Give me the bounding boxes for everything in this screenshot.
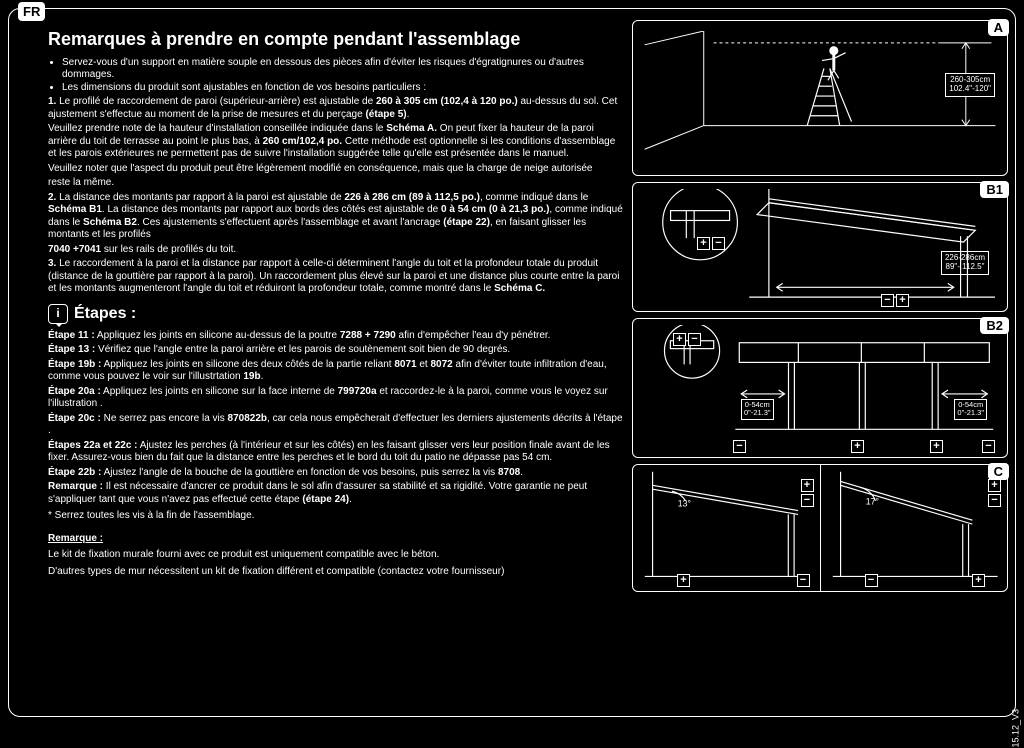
info-icon: i bbox=[48, 304, 68, 324]
plus-icon: + bbox=[972, 574, 985, 587]
diagram-label: B1 bbox=[980, 181, 1009, 198]
plus-icon: + bbox=[896, 294, 909, 307]
angle-label: 13° bbox=[678, 499, 691, 509]
minus-icon: − bbox=[797, 574, 810, 587]
plus-icon: + bbox=[801, 479, 814, 492]
minus-icon: − bbox=[881, 294, 894, 307]
minus-icon: − bbox=[865, 574, 878, 587]
plus-minus-row: − + bbox=[881, 294, 909, 307]
diagram-column: A bbox=[632, 20, 1008, 592]
plus-icon: + bbox=[673, 333, 686, 346]
body-para: reste la même. bbox=[48, 177, 623, 190]
footnote: * Serrez toutes les vis à la fin de l'as… bbox=[48, 510, 623, 523]
bullet: Les dimensions du produit sont ajustable… bbox=[62, 82, 623, 95]
plus-icon: + bbox=[677, 574, 690, 587]
plus-minus-row: + − bbox=[673, 333, 701, 346]
plus-minus-row: − bbox=[797, 574, 810, 587]
version-tag: 15.12_V3 bbox=[1011, 709, 1021, 748]
dimension-box: 0-54cm 0"-21.3" bbox=[954, 399, 987, 420]
diagram-label: C bbox=[988, 463, 1009, 480]
step-item: Étapes 22a et 22c : Ajustez les perches … bbox=[48, 440, 623, 465]
plus-minus-row: + − bbox=[697, 237, 725, 250]
plus-minus-row: + bbox=[930, 440, 943, 453]
remarque-line: Le kit de fixation murale fourni avec ce… bbox=[48, 549, 623, 562]
diagram-label: A bbox=[988, 19, 1009, 36]
plus-minus-row: − bbox=[982, 440, 995, 453]
steps-header: i Étapes : bbox=[48, 304, 623, 324]
diagram-c-right: 17° + − − + bbox=[821, 465, 1008, 591]
diagram-b1-svg bbox=[639, 189, 1001, 305]
plus-minus-row: + bbox=[851, 440, 864, 453]
plus-icon: + bbox=[988, 479, 1001, 492]
step-item: Étape 22b : Ajustez l'angle de la bouche… bbox=[48, 467, 623, 480]
minus-icon: − bbox=[688, 333, 701, 346]
minus-icon: − bbox=[733, 440, 746, 453]
plus-minus-row: + bbox=[677, 574, 690, 587]
diagram-b1: B1 bbox=[632, 182, 1008, 312]
body-para: Veuillez prendre note de la hauteur d'in… bbox=[48, 123, 623, 161]
body-para: 7040 +7041 sur les rails de profilés du … bbox=[48, 244, 623, 257]
plus-minus-row: − bbox=[865, 574, 878, 587]
plus-icon: + bbox=[851, 440, 864, 453]
remarque-line: D'autres types de mur nécessitent un kit… bbox=[48, 566, 623, 579]
step-item: Étape 20c : Ne serrez pas encore la vis … bbox=[48, 413, 623, 438]
text-content: Remarques à prendre en compte pendant l'… bbox=[48, 28, 623, 580]
remarque-box: Remarque : Le kit de fixation murale fou… bbox=[48, 533, 623, 579]
diagram-a-svg bbox=[643, 31, 997, 165]
body-para: 3. Le raccordement à la paroi et la dist… bbox=[48, 258, 623, 296]
body-para: 1. Le profilé de raccordement de paroi (… bbox=[48, 96, 623, 121]
diagram-label: B2 bbox=[980, 317, 1009, 334]
step-item: Étape 11 : Appliquez les joints en silic… bbox=[48, 330, 623, 343]
steps-title: Étapes : bbox=[74, 304, 136, 324]
body-para: 2. La distance des montants par rapport … bbox=[48, 192, 623, 242]
step-item: Étape 20a : Appliquez les joints en sili… bbox=[48, 386, 623, 411]
plus-minus-row: − bbox=[733, 440, 746, 453]
dimension-box: 260-305cm 102.4"-120" bbox=[945, 73, 995, 97]
diagram-b2: B2 bbox=[632, 318, 1008, 458]
plus-icon: + bbox=[930, 440, 943, 453]
page-title: Remarques à prendre en compte pendant l'… bbox=[48, 28, 623, 51]
minus-icon: − bbox=[712, 237, 725, 250]
diagram-c-left: 13° + − + − bbox=[633, 465, 821, 591]
plus-icon: + bbox=[697, 237, 710, 250]
minus-icon: − bbox=[982, 440, 995, 453]
body-para: Veuillez noter que l'aspect du produit p… bbox=[48, 163, 623, 176]
minus-icon: − bbox=[801, 494, 814, 507]
step-item: Remarque : Il est nécessaire d'ancrer ce… bbox=[48, 481, 623, 506]
plus-minus-col: + − bbox=[988, 479, 1001, 507]
dimension-box: 0-54cm 0"-21.3" bbox=[741, 399, 774, 420]
diagram-c: C 13° + − + bbox=[632, 464, 1008, 592]
step-item: Étape 19b : Appliquez les joints en sili… bbox=[48, 359, 623, 384]
minus-icon: − bbox=[988, 494, 1001, 507]
language-badge: FR bbox=[18, 2, 45, 21]
angle-label: 17° bbox=[865, 497, 878, 507]
diagram-a: A bbox=[632, 20, 1008, 176]
plus-minus-row: + bbox=[972, 574, 985, 587]
plus-minus-col: + − bbox=[801, 479, 814, 507]
intro-bullets: Servez-vous d'un support en matière soup… bbox=[62, 57, 623, 95]
step-item: Étape 13 : Vérifiez que l'angle entre la… bbox=[48, 344, 623, 357]
bullet: Servez-vous d'un support en matière soup… bbox=[62, 57, 623, 82]
remarque-header: Remarque : bbox=[48, 533, 623, 546]
dimension-box: 226-286cm 89"- 112.5" bbox=[941, 251, 989, 275]
steps-list: Étape 11 : Appliquez les joints en silic… bbox=[48, 330, 623, 507]
